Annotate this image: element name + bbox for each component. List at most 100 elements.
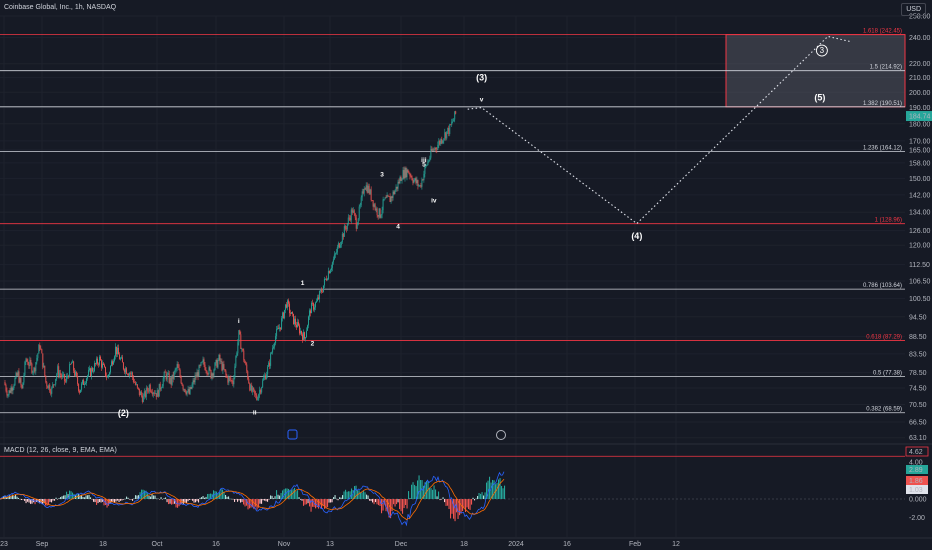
macd-histogram-bar xyxy=(417,480,419,499)
candle-body xyxy=(109,372,110,375)
macd-histogram-bar xyxy=(12,494,14,499)
candle-body xyxy=(413,180,415,183)
macd-histogram-bar xyxy=(166,499,168,503)
macd-histogram-bar xyxy=(187,499,189,502)
macd-histogram-bar xyxy=(435,489,437,499)
dividend-icon[interactable] xyxy=(496,430,506,440)
candle-body xyxy=(201,361,203,363)
candle-body xyxy=(113,360,114,365)
candle-body xyxy=(282,312,284,319)
candle-body xyxy=(56,374,58,379)
macd-histogram-bar xyxy=(328,499,330,503)
candle-body xyxy=(123,369,125,373)
macd-histogram-bar xyxy=(69,490,71,499)
candle-body xyxy=(244,360,246,364)
time-tick-label: Dec xyxy=(395,541,408,548)
candle-body xyxy=(238,330,240,343)
macd-histogram-bar xyxy=(129,499,131,500)
candle-body xyxy=(118,354,120,360)
candle-body xyxy=(195,375,197,378)
macd-histogram-bar xyxy=(48,499,50,505)
candle-body xyxy=(318,291,320,300)
macd-histogram-bar xyxy=(31,499,33,504)
macd-value-label: 1.86 xyxy=(909,478,923,485)
candle-body xyxy=(101,360,102,368)
candle-body xyxy=(370,189,372,201)
candle-body xyxy=(268,362,270,367)
macd-histogram-bar xyxy=(483,495,485,499)
fib-label: 0.5 (77.38) xyxy=(873,371,902,377)
candle-body xyxy=(151,392,153,395)
price-tick-label: 158.00 xyxy=(909,160,931,167)
macd-histogram-bar xyxy=(297,490,299,499)
candle-body xyxy=(290,313,292,314)
candle-body xyxy=(25,359,27,362)
macd-histogram-bar xyxy=(273,498,275,499)
macd-histogram-bar xyxy=(255,499,257,507)
candle-body xyxy=(36,357,38,363)
macd-histogram-bar xyxy=(37,499,39,503)
currency-button[interactable]: USD xyxy=(901,3,926,16)
candle-body xyxy=(305,337,306,339)
candle-body xyxy=(307,325,308,331)
candle-body xyxy=(251,385,253,392)
candle-body xyxy=(337,243,339,247)
macd-histogram-bar xyxy=(147,493,149,499)
macd-histogram-bar xyxy=(426,481,428,499)
macd-histogram-bar xyxy=(496,482,498,499)
macd-histogram-bar xyxy=(94,499,96,503)
price-tick-label: 210.00 xyxy=(909,75,931,82)
candle-body xyxy=(103,363,104,365)
macd-histogram-bar xyxy=(484,492,486,499)
candle-body xyxy=(438,140,440,146)
candle-body xyxy=(309,310,310,317)
candle-body xyxy=(41,349,43,354)
candle-body xyxy=(23,375,25,383)
candle-body xyxy=(363,188,365,194)
macd-histogram-bar xyxy=(102,499,104,502)
candle-body xyxy=(359,205,361,207)
price-tick-label: 66.50 xyxy=(909,420,927,427)
candle-body xyxy=(432,149,434,151)
candle-body xyxy=(427,161,429,165)
time-tick-label: 13 xyxy=(326,541,334,548)
candle-body xyxy=(139,391,141,395)
macd-histogram-bar xyxy=(223,491,225,499)
candle-body xyxy=(65,381,67,382)
macd-histogram-bar xyxy=(87,495,89,499)
candle-body xyxy=(175,368,177,370)
macd-histogram-bar xyxy=(82,496,84,499)
candle-body xyxy=(242,348,244,351)
candle-body xyxy=(186,391,188,395)
candle-body xyxy=(178,367,180,370)
macd-histogram-bar xyxy=(153,495,155,499)
macd-histogram-bar xyxy=(279,495,281,499)
macd-histogram-bar xyxy=(397,499,399,503)
candle-body xyxy=(169,377,171,383)
symbol-title[interactable]: Coinbase Global, Inc., 1h, NASDAQ xyxy=(4,4,117,11)
candle-body xyxy=(117,347,119,355)
price-axis[interactable]: 258.00 240.00 220.00 210.00 200.00 190.00 180.… xyxy=(905,14,932,523)
candle-body xyxy=(127,374,129,376)
candle-body xyxy=(341,233,343,242)
candle-body xyxy=(252,387,254,392)
macd-histogram-bar xyxy=(193,499,195,503)
candle-body xyxy=(416,180,418,184)
macd-histogram-bar xyxy=(477,496,479,499)
macd-indicator-title[interactable]: MACD (12, 26, close, 9, EMA, EMA) xyxy=(4,447,117,454)
macd-histogram-bar xyxy=(504,485,506,499)
time-axis[interactable]: 23 Sep 18 Oct 16 Nov 13 Dec 18 2024 16 Feb 12 xyxy=(0,541,680,548)
macd-histogram-bar xyxy=(226,496,228,499)
candle-body xyxy=(241,348,243,350)
candle-body xyxy=(158,383,160,397)
candle-body xyxy=(291,312,293,314)
candle-body xyxy=(218,354,220,361)
macd-histogram-bar xyxy=(342,495,344,499)
macd-histogram-bar xyxy=(237,499,239,502)
candle-body xyxy=(16,373,18,376)
candle-body xyxy=(53,384,55,385)
candle-body xyxy=(111,361,112,366)
macd-histogram-bar xyxy=(225,495,227,499)
macd-histogram-bar xyxy=(339,497,341,499)
earnings-icon[interactable] xyxy=(287,429,298,440)
